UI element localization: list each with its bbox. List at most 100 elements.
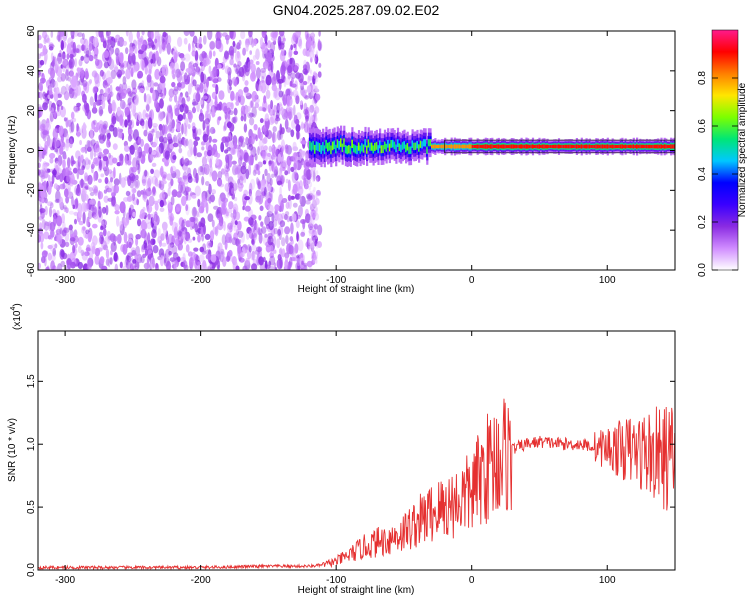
- heatmap-noise-cell: [64, 167, 69, 177]
- heatmap-noise-cell: [171, 81, 176, 88]
- heatmap-noise-cell: [225, 255, 231, 262]
- heatmap-noise-cell: [193, 140, 199, 147]
- heatmap-signal-cell: [419, 140, 422, 148]
- heatmap-signal-cell: [595, 144, 598, 149]
- heatmap-noise-cell: [86, 244, 91, 252]
- heatmap-noise-cell: [108, 58, 115, 70]
- heatmap-noise-cell: [137, 38, 141, 51]
- heatmap-noise-cell: [51, 141, 56, 150]
- heatmap-noise-cell: [113, 235, 118, 242]
- heatmap-noise-cell: [132, 87, 137, 95]
- heatmap-noise-cell: [163, 253, 167, 264]
- heatmap-noise-cell: [244, 196, 251, 201]
- heatmap-signal-cell: [427, 139, 430, 147]
- heatmap-noise-cell: [98, 236, 102, 245]
- heatmap-noise-cell: [96, 147, 102, 153]
- heatmap-noise-cell: [128, 110, 132, 121]
- heatmap-noise-cell: [152, 211, 156, 224]
- heatmap-noise-cell: [314, 86, 317, 91]
- heatmap-noise-cell: [182, 139, 187, 147]
- heatmap-noise-cell: [278, 129, 284, 140]
- heatmap-noise-cell: [310, 221, 313, 227]
- heatmap-signal-cell: [554, 144, 557, 149]
- heatmap-noise-cell: [229, 31, 234, 39]
- heatmap-noise-cell: [137, 70, 144, 79]
- heatmap-noise-cell: [64, 69, 69, 81]
- heatmap-noise-cell: [43, 144, 48, 157]
- heatmap-noise-cell: [229, 58, 234, 66]
- heatmap-noise-cell: [237, 151, 241, 159]
- heatmap-signal-cell: [603, 144, 606, 149]
- heatmap-noise-cell: [192, 79, 197, 87]
- heatmap-noise-cell: [104, 177, 109, 184]
- heatmap-noise-cell: [38, 34, 42, 41]
- svg-text:(x104): (x104): [10, 303, 23, 330]
- heatmap-noise-cell: [310, 109, 313, 115]
- heatmap-noise-cell: [44, 122, 52, 131]
- heatmap-noise-cell: [309, 68, 312, 74]
- heatmap-noise-cell: [92, 48, 98, 59]
- heatmap-noise-cell: [75, 150, 81, 160]
- heatmap-noise-cell: [49, 115, 53, 125]
- heatmap-noise-cell: [202, 120, 206, 131]
- heatmap-noise-cell: [248, 188, 252, 197]
- y-tick-label: -40: [26, 223, 37, 238]
- heatmap-noise-cell: [314, 206, 318, 212]
- heatmap-noise-cell: [55, 139, 61, 149]
- heatmap-noise-cell: [103, 228, 107, 237]
- heatmap-noise-cell: [233, 63, 237, 68]
- heatmap-noise-cell: [77, 32, 83, 38]
- heatmap-noise-cell: [125, 47, 129, 55]
- heatmap-noise-cell: [185, 220, 192, 228]
- heatmap-noise-cell: [295, 220, 300, 229]
- heatmap-noise-cell: [159, 128, 164, 138]
- heatmap-noise-cell: [248, 155, 254, 166]
- heatmap-noise-cell: [250, 71, 256, 82]
- heatmap-noise-cell: [110, 200, 117, 208]
- heatmap-noise-cell: [206, 58, 211, 65]
- heatmap-noise-cell: [77, 245, 82, 254]
- heatmap-signal-cell: [483, 144, 486, 149]
- heatmap-signal-cell: [587, 144, 590, 149]
- heatmap-noise-cell: [314, 57, 317, 63]
- heatmap-noise-cell: [307, 223, 314, 228]
- heatmap-signal-cell: [636, 144, 639, 149]
- heatmap-noise-cell: [50, 260, 55, 270]
- heatmap-signal-cell: [515, 144, 518, 149]
- heatmap-noise-cell: [271, 173, 275, 178]
- heatmap-signal-cell: [473, 145, 476, 148]
- heatmap-noise-cell: [97, 190, 101, 200]
- heatmap-noise-cell: [277, 35, 282, 47]
- heatmap-signal-cell: [312, 140, 315, 150]
- heatmap-noise-cell: [309, 243, 313, 249]
- heatmap-noise-cell: [109, 84, 113, 94]
- heatmap-noise-cell: [52, 209, 57, 215]
- heatmap-noise-cell: [258, 139, 265, 149]
- heatmap-noise-cell: [209, 41, 215, 50]
- heatmap-noise-cell: [315, 192, 321, 197]
- heatmap-noise-cell: [49, 90, 53, 96]
- heatmap-noise-cell: [53, 80, 58, 90]
- heatmap-signal-cell: [353, 144, 356, 153]
- heatmap-noise-cell: [312, 170, 316, 182]
- heatmap-noise-cell: [60, 260, 66, 268]
- heatmap-noise-cell: [65, 132, 69, 143]
- heatmap-noise-cell: [202, 133, 209, 143]
- heatmap-noise-cell: [78, 210, 83, 219]
- heatmap-noise-cell: [204, 117, 210, 125]
- heatmap-noise-cell: [117, 40, 120, 46]
- heatmap-noise-cell: [164, 161, 169, 167]
- heatmap-noise-cell: [38, 182, 42, 188]
- heatmap-noise-cell: [300, 219, 307, 224]
- heatmap-noise-cell: [238, 136, 244, 147]
- heatmap-noise-cell: [241, 232, 245, 244]
- heatmap-signal-cell: [507, 144, 510, 149]
- heatmap-noise-cell: [267, 40, 272, 49]
- heatmap-noise-cell: [234, 167, 241, 175]
- heatmap-noise-cell: [114, 210, 120, 215]
- heatmap-noise-cell: [295, 124, 301, 133]
- heatmap-noise-cell: [249, 100, 253, 109]
- heatmap-noise-cell: [183, 72, 188, 83]
- y-tick-label: 0.5: [26, 500, 37, 514]
- heatmap-noise-cell: [266, 52, 273, 62]
